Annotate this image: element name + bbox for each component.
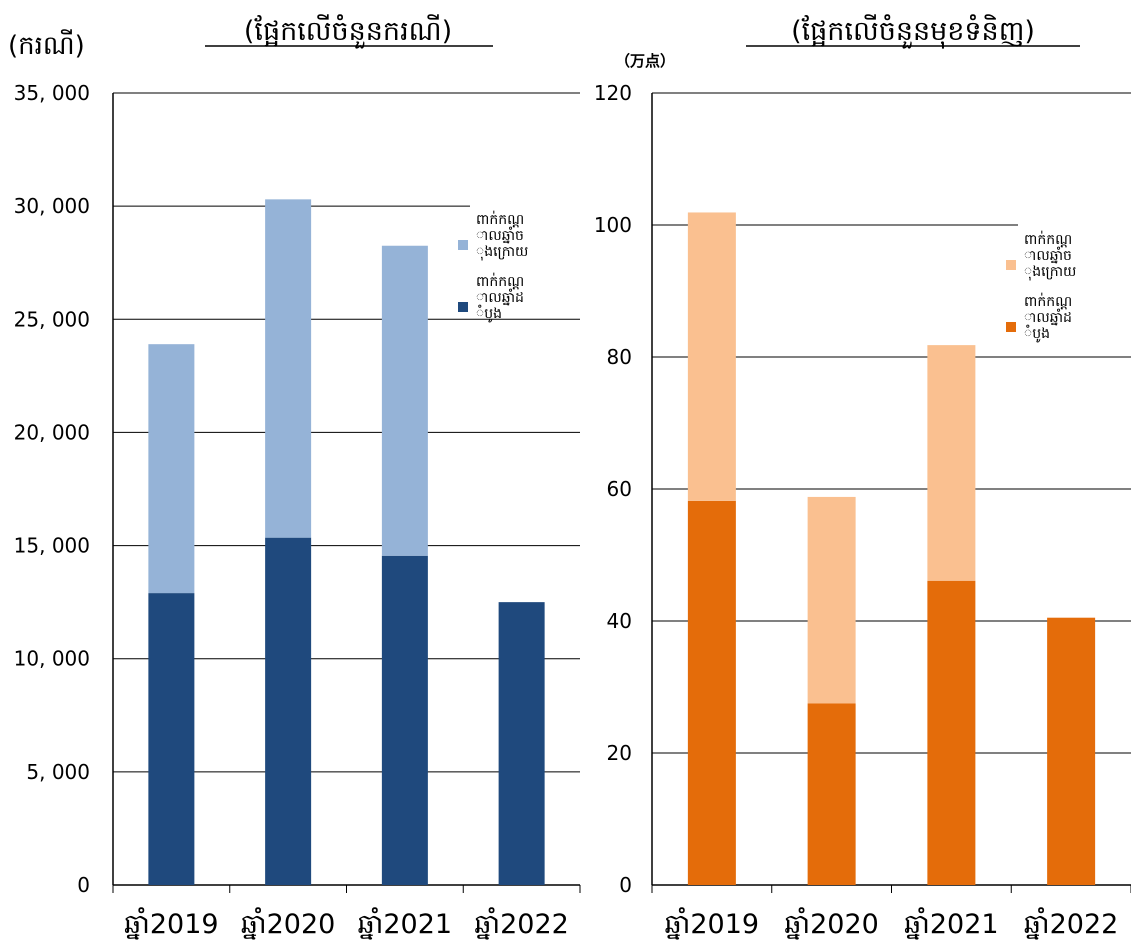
left-x-category-label: ឆ្នាំ2019: [124, 907, 218, 940]
right-x-category-label: ឆ្នាំ2019: [665, 907, 759, 940]
right-plot: 0 20 40 60 80 100 120 ឆ្នាំ2019 ឆ្នាំ2020 ឆ្នាំ20…: [594, 81, 1131, 940]
left-bar-second-half: [148, 344, 195, 594]
left-plot: 0 5, 000 10, 000 15, 000 20, 000 25, 000 30, 0…: [14, 81, 582, 940]
left-y-tick-label: 0: [77, 873, 90, 897]
left-y-tick-label: 15, 000: [14, 534, 90, 558]
right-y-tick-label: 20: [607, 741, 632, 765]
right-unit-label: （万点）: [615, 52, 675, 70]
left-bar-second-half: [381, 245, 428, 556]
left-y-tick-label: 30, 000: [14, 194, 90, 218]
left-x-category-label: ឆ្នាំ2021: [358, 907, 452, 940]
right-x-category-label: ឆ្នាំ2021: [904, 907, 998, 940]
right-y-tick-label: 40: [607, 609, 632, 633]
left-y-tick-label: 25, 000: [14, 307, 90, 331]
right-bar-second-half: [927, 345, 976, 581]
right-legend-swatch: [1006, 322, 1016, 332]
right-bar-first-half: [927, 580, 976, 885]
left-legend-swatch: [458, 302, 468, 312]
left-unit-label: (ករណី): [8, 29, 85, 61]
right-legend-box: [1018, 220, 1131, 332]
left-x-category-label: ឆ្នាំ2022: [474, 907, 568, 940]
left-chart-title: (ផ្អែកលើចំនួនករណី): [244, 14, 452, 49]
left-y-tick-label: 35, 000: [14, 81, 90, 105]
right-bar-first-half: [807, 703, 856, 885]
right-legend-swatch: [1006, 260, 1016, 270]
right-bar-second-half: [807, 496, 856, 704]
right-x-category-label: ឆ្នាំ2020: [784, 907, 878, 940]
left-legend-box: [470, 200, 582, 318]
left-bar-first-half: [148, 593, 195, 885]
left-bar-first-half: [498, 602, 545, 885]
left-legend-swatch: [458, 240, 468, 250]
left-bar-second-half: [265, 199, 312, 538]
right-chart-title: (ផ្អែកលើចំនួនមុខទំនិញ): [791, 14, 1035, 49]
right-bar-second-half: [687, 212, 736, 501]
left-legend-label: ពាក់កណ្ដាលឆ្នាំចុងក្រោយ: [476, 210, 528, 261]
right-bar-first-half: [687, 500, 736, 885]
left-legend-label: ពាក់កណ្ដាលឆ្នាំដំបូង: [476, 272, 524, 323]
right-legend-label: ពាក់កណ្ដាលឆ្នាំដំបូង: [1024, 292, 1072, 343]
left-y-tick-label: 20, 000: [14, 420, 90, 444]
left-bar-first-half: [265, 537, 312, 885]
right-y-tick-label: 120: [594, 81, 632, 105]
left-y-tick-label: 10, 000: [14, 647, 90, 671]
right-y-tick-label: 60: [607, 477, 632, 501]
left-bar-first-half: [381, 555, 428, 885]
right-y-tick-label: 0: [619, 873, 632, 897]
right-x-category-label: ឆ្នាំ2022: [1024, 907, 1118, 940]
right-bar-first-half: [1047, 617, 1096, 885]
left-x-category-label: ឆ្នាំ2020: [241, 907, 335, 940]
right-legend-label: ពាក់កណ្ដាលឆ្នាំចុងក្រោយ: [1024, 230, 1076, 281]
left-y-tick-label: 5, 000: [26, 760, 90, 784]
right-y-tick-label: 80: [607, 345, 632, 369]
right-y-tick-label: 100: [594, 213, 632, 237]
